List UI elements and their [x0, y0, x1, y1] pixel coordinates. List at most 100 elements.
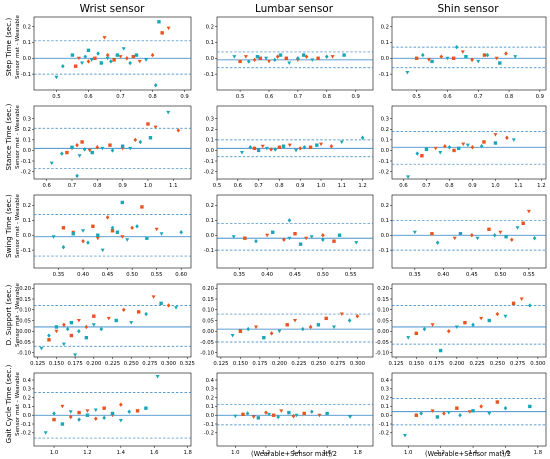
x-tick-label-dsupport-wrist-3: 0.200: [86, 361, 102, 367]
x-tick-label-step-shin-2: 0.7: [474, 94, 482, 100]
point-stance-shin-s1-7: [479, 144, 484, 149]
point-dsupport-wrist-s1-12: [129, 321, 134, 325]
point-dsupport-lumbar-s0-2: [269, 331, 274, 336]
y-tick-label-dsupport-lumbar-3: 0.05: [202, 318, 214, 324]
point-step-wrist-s1-15: [144, 58, 149, 62]
point-step-lumbar-s1-4: [272, 57, 277, 63]
column-title-shin: Shin sensor: [437, 3, 499, 15]
point-step-shin-s0-8: [504, 51, 508, 56]
point-dsupport-lumbar-s0-6: [324, 316, 328, 321]
x-tick-label-step-lumbar-1: 0.6: [265, 94, 274, 100]
panel-swing-shin: -0.1 0.0 0.1 0.2 0.35 0.40 0.45 0.50 0.55: [379, 194, 547, 278]
y-tick-label-dsupport-shin-5: 0.15: [377, 297, 389, 303]
y-tick-label-swing-lumbar-3: 0.2: [206, 203, 214, 209]
point-gait-shin-s0-5: [479, 404, 483, 409]
y-tick-label-step-shin-2: 0.1: [381, 40, 389, 46]
x-tick-label-dsupport-lumbar-4: 0.225: [291, 361, 306, 367]
x-tick-label-stance-wrist-4: 1.0: [144, 183, 153, 189]
point-step-lumbar-s1-7: [296, 56, 300, 61]
point-gait-lumbar-s0-0: [241, 412, 245, 417]
point-dsupport-wrist-s1-11: [114, 318, 118, 323]
x-tick-label-step-shin-1: 0.6: [443, 94, 452, 100]
y-sublabel-row-2: Sensor mat - Wearable: [15, 104, 21, 169]
y-tick-label-swing-shin-3: 0.2: [381, 203, 389, 209]
panel-stance-lumbar: -0.2 -0.1 0.0 0.1 0.2 0.3 0.5 0.6 0.7 0.8 0.9 1.0 1.…: [204, 105, 374, 189]
y-tick-label-swing-wrist-1: 0.0: [23, 233, 32, 239]
point-swing-shin-s0-0: [430, 232, 434, 236]
x-tick-label-swing-wrist-3: 0.50: [126, 272, 138, 278]
point-stance-shin-s1-0: [406, 175, 411, 179]
point-gait-shin-s0-2: [442, 411, 446, 416]
y-sublabel-row-4: Sensor mat - Wearable: [15, 282, 21, 347]
y-tick-label-dsupport-wrist-3: 0.05: [19, 318, 31, 324]
point-gait-lumbar-s1-3: [267, 412, 271, 417]
point-dsupport-lumbar-s1-0: [230, 334, 235, 338]
point-swing-lumbar-s1-2: [271, 230, 275, 234]
point-dsupport-shin-s0-6: [511, 301, 516, 306]
y-tick-label-swing-wrist-0: -0.1: [21, 248, 31, 254]
point-stance-lumbar-s1-10: [360, 135, 365, 140]
point-swing-wrist-s1-10: [135, 224, 139, 229]
point-gait-lumbar-s0-2: [264, 410, 268, 415]
point-swing-shin-s0-6: [521, 221, 525, 226]
x-tick-label-stance-shin-3: 0.9: [468, 183, 476, 189]
point-dsupport-lumbar-s1-7: [347, 318, 352, 323]
point-step-wrist-s1-6: [89, 58, 94, 62]
point-swing-lumbar-s0-1: [265, 233, 270, 238]
point-step-wrist-s1-2: [70, 53, 75, 57]
x-tick-label-dsupport-wrist-0: 0.125: [30, 361, 45, 367]
x-tick-label-gait-shin-0: 1.0: [404, 450, 413, 456]
point-step-wrist-s1-13: [128, 60, 132, 66]
point-gait-shin-s1-3: [446, 411, 451, 415]
x-tick-label-stance-shin-2: 0.8: [445, 183, 454, 189]
panel-swing-lumbar: -0.1 0.0 0.1 0.2 0.35 0.40 0.45 0.50 0.55: [204, 194, 374, 278]
point-swing-shin-s0-1: [452, 236, 457, 241]
point-dsupport-wrist-s0-1: [54, 329, 59, 334]
point-gait-shin-s0-4: [467, 410, 472, 414]
point-stance-shin-s0-8: [505, 135, 509, 140]
point-dsupport-wrist-s1-13: [144, 311, 148, 317]
panel-frame-gait-shin: [391, 372, 547, 447]
point-swing-wrist-s0-7: [120, 235, 125, 239]
point-stance-lumbar-s0-1: [260, 144, 265, 149]
point-step-wrist-s0-5: [105, 52, 110, 58]
panel-frame-stance-shin: [391, 105, 547, 180]
point-swing-wrist-s1-7: [110, 225, 115, 230]
x-tick-label-step-shin-3: 0.8: [505, 94, 514, 100]
y-tick-label-gait-wrist-4: 0.2: [23, 395, 31, 401]
x-tick-label-stance-lumbar-4: 0.9: [296, 183, 304, 189]
y-tick-label-gait-lumbar-4: 0.2: [206, 395, 214, 401]
point-stance-shin-s1-8: [493, 141, 498, 145]
point-stance-shin-s0-3: [452, 148, 456, 153]
x-tick-label-step-lumbar-4: 0.9: [351, 94, 359, 100]
x-tick-label-step-shin-4: 0.9: [536, 94, 544, 100]
point-swing-wrist-s0-5: [105, 215, 110, 220]
point-stance-wrist-s0-6: [108, 143, 112, 147]
point-stance-lumbar-s1-3: [264, 146, 269, 151]
panel-step-lumbar: -0.1 0.0 0.1 0.2 0.5 0.6 0.7 0.8 0.9: [204, 16, 374, 100]
point-dsupport-wrist-s1-4: [65, 326, 70, 332]
point-stance-wrist-s0-0: [65, 150, 69, 155]
point-swing-wrist-s1-14: [120, 200, 125, 205]
point-step-wrist-s0-7: [118, 55, 123, 59]
panel-frame-dsupport-shin: [391, 283, 547, 358]
x-tick-label-gait-lumbar-1: 1.2: [262, 450, 270, 456]
panel-frame-gait-lumbar: [216, 372, 374, 447]
point-dsupport-wrist-s0-6: [92, 314, 96, 318]
x-tick-label-stance-shin-4: 1.0: [491, 183, 500, 189]
point-swing-lumbar-s1-8: [337, 233, 342, 237]
y-tick-label-gait-lumbar-3: 0.1: [206, 404, 214, 410]
x-tick-label-swing-lumbar-4: 0.55: [345, 272, 357, 278]
point-stance-shin-s0-7: [493, 133, 498, 137]
y-tick-label-gait-wrist-0: -0.2: [21, 431, 31, 437]
point-step-lumbar-s1-3: [264, 56, 269, 61]
point-stance-lumbar-s0-8: [329, 144, 334, 149]
y-tick-label-gait-lumbar-2: 0.0: [206, 413, 215, 419]
x-tick-label-step-lumbar-2: 0.7: [294, 94, 302, 100]
panel-frame-step-shin: [391, 16, 547, 91]
point-dsupport-shin-s0-0: [414, 331, 419, 336]
y-tick-label-gait-wrist-3: 0.1: [23, 404, 31, 410]
point-step-shin-s1-6: [476, 59, 481, 64]
point-stance-wrist-s1-1: [60, 151, 64, 156]
point-swing-lumbar-s0-0: [243, 236, 247, 240]
